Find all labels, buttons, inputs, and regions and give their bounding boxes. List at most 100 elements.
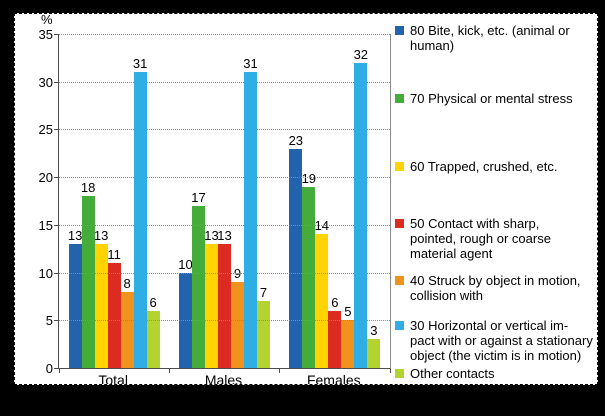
plot-area: 13 18 13 11 8 31 6 10 17 13 13 9 31 7 23 19 14 6 5 32 3 bbox=[54, 34, 391, 373]
bar: 32 bbox=[354, 47, 368, 368]
bar-groups: 13 18 13 11 8 31 6 10 17 13 13 9 31 7 23 19 14 6 5 32 3 bbox=[59, 34, 390, 368]
bar-value-label: 13 bbox=[67, 227, 83, 243]
bar-value-label: 13 bbox=[217, 227, 232, 243]
bar-value-label: 19 bbox=[301, 170, 317, 186]
legend-item-label: Other contacts bbox=[410, 366, 595, 381]
bar-value-label: 10 bbox=[178, 256, 193, 272]
x-axis-tick bbox=[389, 369, 391, 373]
y-axis-label: 10 bbox=[38, 265, 53, 281]
gridline bbox=[59, 34, 390, 35]
bar-value-label: 14 bbox=[314, 218, 330, 234]
legend-item-label: 70 Physical or mental stress bbox=[410, 91, 595, 106]
y-axis-tick bbox=[54, 320, 58, 322]
bar-value-label: 11 bbox=[107, 247, 121, 263]
legend-item-line: pointed, rough or coarse bbox=[410, 231, 551, 246]
bar: 18 bbox=[81, 180, 95, 368]
bar-value-label: 23 bbox=[288, 132, 304, 148]
legend-item-label: 40 Struck by object in motion, collision … bbox=[410, 273, 595, 303]
y-axis-tick bbox=[54, 272, 58, 274]
bar: 11 bbox=[107, 247, 121, 368]
bar: 23 bbox=[289, 133, 303, 368]
legend-item: 30 Horizontal or vertical im-pact with o… bbox=[395, 318, 595, 363]
gridline bbox=[59, 177, 390, 179]
bar-value-label: 32 bbox=[353, 46, 369, 62]
bar-value-label: 13 bbox=[204, 227, 219, 243]
y-axis-tick bbox=[54, 81, 58, 83]
y-axis-tick bbox=[54, 129, 58, 131]
legend-color-swatch bbox=[395, 321, 404, 330]
legend-item-line: material agent bbox=[410, 246, 493, 261]
bar: 31 bbox=[133, 56, 147, 368]
legend-item-line: human) bbox=[410, 38, 455, 53]
legend-color-swatch bbox=[395, 369, 404, 378]
bar: 8 bbox=[120, 276, 134, 368]
legend-color-swatch bbox=[395, 162, 404, 171]
bar: 17 bbox=[191, 190, 206, 368]
legend: 80 Bite, kick, etc. (animal or human) 70 P… bbox=[395, 14, 595, 384]
legend-item: 70 Physical or mental stress bbox=[395, 91, 595, 106]
y-axis-label: 15 bbox=[38, 217, 53, 233]
bar-group-total: 13 18 13 11 8 31 6 bbox=[59, 34, 169, 368]
bar-value-label: 7 bbox=[259, 285, 268, 301]
x-axis-tick bbox=[58, 369, 60, 373]
y-axis-tick bbox=[54, 177, 58, 179]
x-axis-tick bbox=[168, 369, 170, 373]
legend-color-swatch bbox=[395, 94, 404, 103]
gridline bbox=[59, 320, 390, 322]
legend-item-line: Other contacts bbox=[410, 366, 495, 381]
bar: 7 bbox=[256, 285, 270, 368]
y-axis-label: 25 bbox=[38, 122, 53, 138]
bar-value-label: 8 bbox=[123, 275, 131, 291]
bar: 13 bbox=[217, 228, 232, 368]
legend-item-line: 60 Trapped, crushed, etc. bbox=[410, 159, 558, 174]
y-axis-tick bbox=[54, 224, 58, 226]
bar: 6 bbox=[328, 295, 342, 368]
y-axis-label: 20 bbox=[38, 170, 53, 186]
bar-value-label: 31 bbox=[132, 56, 148, 72]
bar-group-males: 10 17 13 13 9 31 7 bbox=[169, 34, 279, 368]
y-axis-tick bbox=[54, 368, 58, 369]
gridline bbox=[59, 272, 390, 274]
y-axis-label: 0 bbox=[45, 361, 53, 376]
y-axis-label: 5 bbox=[45, 313, 53, 329]
gridline bbox=[59, 81, 390, 83]
legend-item-label: 60 Trapped, crushed, etc. bbox=[410, 159, 595, 174]
legend-item: Other contacts bbox=[395, 366, 595, 381]
legend-item-label: 50 Contact with sharp, pointed, rough or … bbox=[410, 216, 595, 261]
legend-item-line: 70 Physical or mental stress bbox=[410, 91, 573, 106]
bar: 31 bbox=[243, 56, 258, 368]
bar-value-label: 6 bbox=[331, 294, 339, 310]
bar-value-label: 18 bbox=[80, 180, 96, 196]
x-axis-tick bbox=[279, 369, 281, 373]
y-axis-tick bbox=[54, 34, 58, 35]
x-axis-labels: Total Males Females bbox=[58, 372, 389, 385]
bar: 14 bbox=[315, 218, 329, 368]
bar-value-label: 17 bbox=[191, 189, 206, 205]
legend-item: 80 Bite, kick, etc. (animal or human) bbox=[395, 23, 595, 53]
bar: 9 bbox=[230, 266, 244, 368]
bar-value-label: 13 bbox=[93, 227, 109, 243]
legend-color-swatch bbox=[395, 276, 404, 285]
bar: 3 bbox=[367, 323, 381, 368]
bar: 13 bbox=[204, 228, 219, 368]
legend-color-swatch bbox=[395, 26, 404, 35]
legend-item-line: object (the victim is in motion) bbox=[410, 348, 582, 363]
bar-value-label: 9 bbox=[233, 266, 242, 282]
legend-item: 40 Struck by object in motion, collision … bbox=[395, 273, 595, 303]
legend-item: 60 Trapped, crushed, etc. bbox=[395, 159, 595, 174]
y-axis-label: 30 bbox=[38, 74, 53, 90]
legend-item: 50 Contact with sharp, pointed, rough or … bbox=[395, 216, 595, 261]
bar-group-females: 23 19 14 6 5 32 3 bbox=[280, 34, 390, 368]
bar: 13 bbox=[94, 228, 108, 368]
x-axis-label: Males bbox=[204, 372, 243, 385]
x-axis-label: Total bbox=[98, 372, 128, 385]
legend-item-line: 30 Horizontal or vertical im- bbox=[410, 318, 569, 333]
bar-value-label: 31 bbox=[243, 56, 258, 72]
legend-item-label: 30 Horizontal or vertical im-pact with o… bbox=[410, 318, 595, 363]
bar: 6 bbox=[146, 295, 160, 368]
legend-item-line: 80 Bite, kick, etc. (animal or bbox=[410, 23, 570, 38]
legend-item-line: 50 Contact with sharp, bbox=[410, 216, 540, 231]
bar-value-label: 6 bbox=[149, 294, 157, 310]
